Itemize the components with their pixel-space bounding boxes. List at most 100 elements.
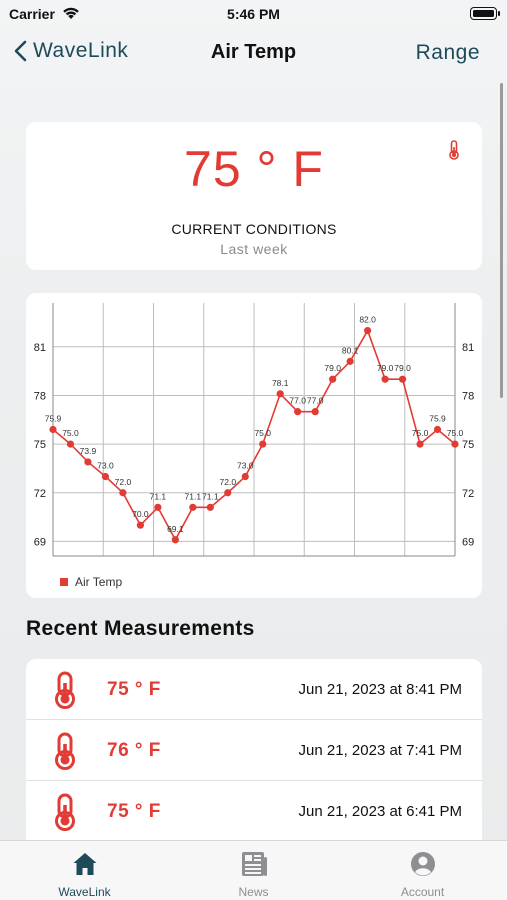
legend-label: Air Temp — [75, 575, 122, 589]
tab-label: Account — [400, 885, 445, 899]
tab-label: WaveLink — [58, 885, 111, 899]
data-point — [311, 408, 319, 416]
data-point — [154, 503, 162, 511]
data-label: 79.0 — [324, 363, 341, 373]
data-label: 78.1 — [272, 378, 289, 388]
data-point — [171, 536, 179, 544]
carrier-label: Carrier — [9, 6, 55, 22]
data-label: 77.0 — [307, 396, 324, 406]
tab-label: News — [238, 885, 269, 899]
data-point — [49, 425, 57, 434]
data-point — [381, 375, 389, 383]
data-label: 75.0 — [62, 428, 79, 438]
y-tick-label-right: 72 — [462, 488, 474, 500]
page-title: Air Temp — [210, 41, 297, 63]
current-conditions-card: 75 ° F CURRENT CONDITIONS Last week — [26, 122, 482, 270]
data-point — [84, 458, 92, 466]
y-tick-label-right: 69 — [462, 536, 474, 548]
chevron-left-icon — [14, 40, 27, 62]
range-button[interactable]: Range — [415, 41, 480, 64]
data-point — [241, 472, 249, 481]
data-label: 72.0 — [220, 477, 237, 487]
current-conditions-label: CURRENT CONDITIONS — [171, 221, 337, 237]
thermometer-icon — [52, 671, 78, 714]
data-label: 75.0 — [254, 428, 271, 438]
news-icon — [169, 851, 338, 877]
data-label: 75.0 — [447, 428, 464, 438]
data-label: 77.0 — [289, 396, 306, 406]
y-tick-label-left: 69 — [34, 536, 46, 548]
data-point — [364, 326, 372, 335]
data-label: 75.0 — [412, 428, 429, 438]
data-label: 70.0 — [132, 509, 149, 519]
data-point — [206, 503, 214, 511]
data-label: 71.1 — [150, 491, 167, 501]
measurement-timestamp: Jun 21, 2023 at 6:41 PM — [298, 803, 462, 820]
y-tick-label-left: 81 — [34, 342, 46, 354]
data-point — [329, 375, 337, 383]
data-point — [398, 375, 407, 383]
measurement-value: 75 ° F — [107, 679, 161, 700]
y-tick-label-left: 75 — [34, 439, 46, 451]
data-point — [294, 408, 302, 416]
data-point — [346, 357, 354, 365]
list-item[interactable]: 76 ° F Jun 21, 2023 at 7:41 PM — [26, 720, 482, 781]
home-icon — [0, 851, 169, 877]
y-tick-label-left: 72 — [34, 488, 46, 500]
data-point — [276, 390, 284, 398]
data-point — [136, 521, 144, 529]
tab-account[interactable]: Account — [338, 841, 507, 900]
measurement-value: 75 ° F — [107, 801, 161, 822]
battery-icon — [470, 7, 500, 20]
data-point — [433, 425, 442, 434]
data-point — [416, 440, 424, 448]
data-point — [224, 489, 232, 497]
navigation-bar: WaveLink Air Temp Range — [0, 36, 507, 72]
thermometer-icon — [448, 140, 460, 165]
data-point — [101, 472, 110, 481]
tab-wavelink[interactable]: WaveLink — [0, 841, 169, 900]
data-label: 79.0 — [394, 363, 411, 373]
data-label: 82.0 — [359, 315, 376, 325]
y-tick-label-right: 81 — [462, 342, 474, 354]
data-label: 73.9 — [80, 446, 97, 456]
thermometer-icon — [52, 793, 78, 836]
data-point — [451, 440, 459, 448]
data-point — [259, 440, 267, 448]
thermometer-icon — [52, 732, 78, 775]
period-label: Last week — [220, 241, 288, 257]
wifi-icon — [62, 6, 80, 25]
list-item[interactable]: 75 ° F Jun 21, 2023 at 8:41 PM — [26, 659, 482, 720]
data-label: 80.1 — [342, 345, 359, 355]
recent-measurements-heading: Recent Measurements — [26, 617, 255, 640]
y-tick-label-right: 75 — [462, 439, 474, 451]
tab-news[interactable]: News — [169, 841, 338, 900]
back-button[interactable]: WaveLink — [14, 39, 128, 63]
y-tick-label-left: 78 — [34, 390, 46, 402]
account-icon — [338, 851, 507, 877]
data-label: 75.9 — [45, 414, 62, 424]
legend-swatch — [60, 578, 68, 586]
measurement-timestamp: Jun 21, 2023 at 7:41 PM — [298, 742, 462, 759]
clock: 5:46 PM — [227, 6, 280, 22]
data-point — [189, 503, 197, 511]
data-label: 79.0 — [377, 363, 394, 373]
data-point — [66, 440, 75, 448]
data-label: 75.9 — [429, 414, 446, 424]
data-label: 73.0 — [237, 461, 254, 471]
y-tick-label-right: 78 — [462, 390, 474, 402]
list-item[interactable]: 75 ° F Jun 21, 2023 at 6:41 PM — [26, 781, 482, 842]
tab-bar: WaveLink News Account — [0, 840, 507, 900]
data-label: 71.1 — [202, 491, 219, 501]
data-label: 69.1 — [167, 524, 184, 534]
data-label: 73.0 — [97, 461, 114, 471]
current-temperature: 75 ° F — [184, 141, 324, 197]
data-label: 72.0 — [115, 477, 132, 487]
data-label: 71.1 — [185, 491, 202, 501]
air-temp-chart: 69 69 72 72 75 75 78 78 81 81 75.9 75.0 73.9 73.0 72.0… — [26, 293, 482, 598]
data-point — [119, 489, 127, 497]
back-label: WaveLink — [33, 39, 129, 62]
measurement-value: 76 ° F — [107, 740, 161, 761]
scrollbar[interactable] — [500, 83, 503, 398]
